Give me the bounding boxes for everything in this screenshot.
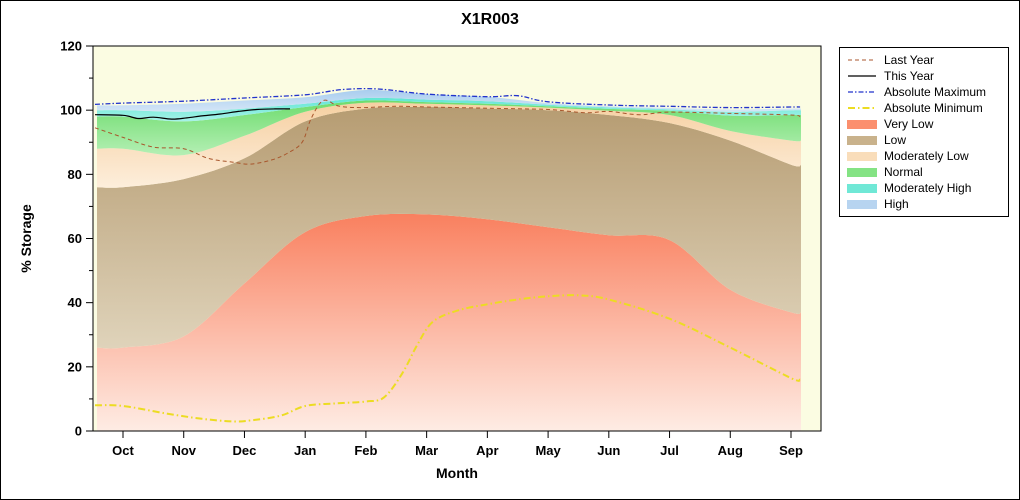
legend-label: Moderately Low (884, 149, 969, 163)
series-last-year (94, 99, 801, 165)
x-tick-label: Feb (354, 443, 377, 458)
legend-label: Normal (884, 165, 923, 179)
legend-label: High (884, 197, 909, 211)
legend-swatch-very-low (847, 119, 877, 129)
x-tick-label: Jul (660, 443, 679, 458)
legend-swatch-moderately-high (847, 183, 877, 193)
legend-label: Very Low (884, 117, 934, 131)
legend-label: Absolute Maximum (884, 85, 987, 99)
x-tick-label: Nov (171, 443, 196, 458)
legend-item-high: High (840, 196, 1008, 212)
legend-swatch-normal (847, 167, 877, 177)
y-axis-title: % Storage (18, 204, 34, 273)
legend-line-sample-absolute-maximum (848, 91, 876, 93)
x-tick-label: Jun (597, 443, 620, 458)
series-this-year (94, 108, 291, 120)
legend-swatch-moderately-low (847, 151, 877, 161)
legend-item-very-low: Very Low (840, 116, 1008, 132)
legend-label: This Year (884, 69, 935, 83)
legend: Last Year This Year Absolute Maximum Absolu… (839, 47, 1009, 217)
legend-item-absolute-maximum: Absolute Maximum (840, 84, 1008, 100)
legend-item-low: Low (840, 132, 1008, 148)
legend-line-sample-this-year (848, 75, 876, 77)
band-high (97, 89, 801, 112)
legend-item-moderately-high: Moderately High (840, 180, 1008, 196)
band-moderately-low (97, 102, 801, 188)
x-tick-label: Oct (112, 443, 134, 458)
legend-label: Low (884, 133, 907, 147)
legend-swatch-high (847, 199, 877, 209)
y-tick-label: 80 (68, 167, 82, 182)
x-tick-label: Aug (718, 443, 743, 458)
legend-swatch-low (847, 135, 877, 145)
legend-item-moderately-low: Moderately Low (840, 148, 1008, 164)
legend-label: Last Year (884, 53, 935, 67)
series-absolute-maximum (94, 87, 801, 109)
chart-title: X1R003 (461, 11, 519, 28)
y-tick-label: 40 (68, 295, 82, 310)
x-tick-label: Sep (779, 443, 803, 458)
legend-label: Moderately High (884, 181, 972, 195)
band-low (97, 106, 801, 349)
x-tick-label: May (535, 443, 561, 458)
y-tick-label: 0 (75, 424, 82, 439)
x-axis: Oct Nov Dec Jan Feb Mar Apr May Jun Jul Aug Sep (112, 431, 803, 458)
y-tick-label: 20 (68, 359, 82, 374)
y-tick-label: 100 (60, 103, 82, 118)
legend-item-last-year: Last Year (840, 52, 1008, 68)
series-absolute-minimum (94, 294, 801, 423)
x-tick-label: Dec (233, 443, 257, 458)
legend-item-absolute-minimum: Absolute Minimum (840, 100, 1008, 116)
legend-line-sample-absolute-minimum (848, 107, 876, 109)
legend-line-sample-last-year (848, 59, 876, 61)
legend-item-this-year: This Year (840, 68, 1008, 84)
legend-label: Absolute Minimum (884, 101, 983, 115)
x-tick-label: Mar (415, 443, 438, 458)
x-axis-title: Month (436, 465, 478, 481)
y-axis: 0 20 40 60 80 100 120 (60, 39, 93, 439)
band-very-low (97, 213, 801, 431)
x-tick-label: Jan (294, 443, 316, 458)
x-tick-label: Apr (476, 443, 498, 458)
y-tick-label: 60 (68, 231, 82, 246)
legend-item-normal: Normal (840, 164, 1008, 180)
band-normal (97, 100, 801, 156)
y-tick-label: 120 (60, 39, 82, 54)
